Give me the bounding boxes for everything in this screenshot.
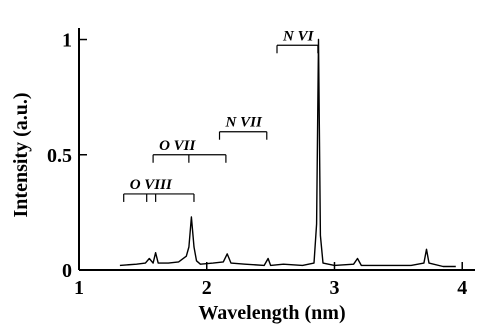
- spectrum-line: [119, 38, 456, 268]
- ion-label: O VII: [159, 138, 196, 154]
- ion-label: N VII: [225, 115, 263, 131]
- x-tick-label: 3: [329, 277, 339, 299]
- ion-label: O VIII: [130, 177, 173, 193]
- x-tick-label: 1: [74, 277, 84, 299]
- series-layer: [119, 38, 456, 268]
- ticks-layer: 1 2 3 4 0 0.5 1: [47, 30, 467, 299]
- axes-layer: [78, 28, 475, 271]
- annotation-layer: N VI N VII O VII O VIII: [123, 28, 319, 202]
- y-tick-label: 1: [62, 30, 72, 52]
- x-tick-label: 4: [457, 277, 467, 299]
- y-tick-label: 0: [62, 260, 72, 282]
- y-axis-title: Intensity (a.u.): [10, 92, 32, 217]
- x-tick-label: 2: [202, 277, 212, 299]
- y-tick-label: 0.5: [47, 145, 72, 167]
- ion-label: N VI: [282, 28, 315, 44]
- plot-area: N VI N VII O VII O VIII 1 2 3 4 0 0.5 1: [47, 28, 475, 299]
- x-axis-title: Wavelength (nm): [198, 302, 345, 324]
